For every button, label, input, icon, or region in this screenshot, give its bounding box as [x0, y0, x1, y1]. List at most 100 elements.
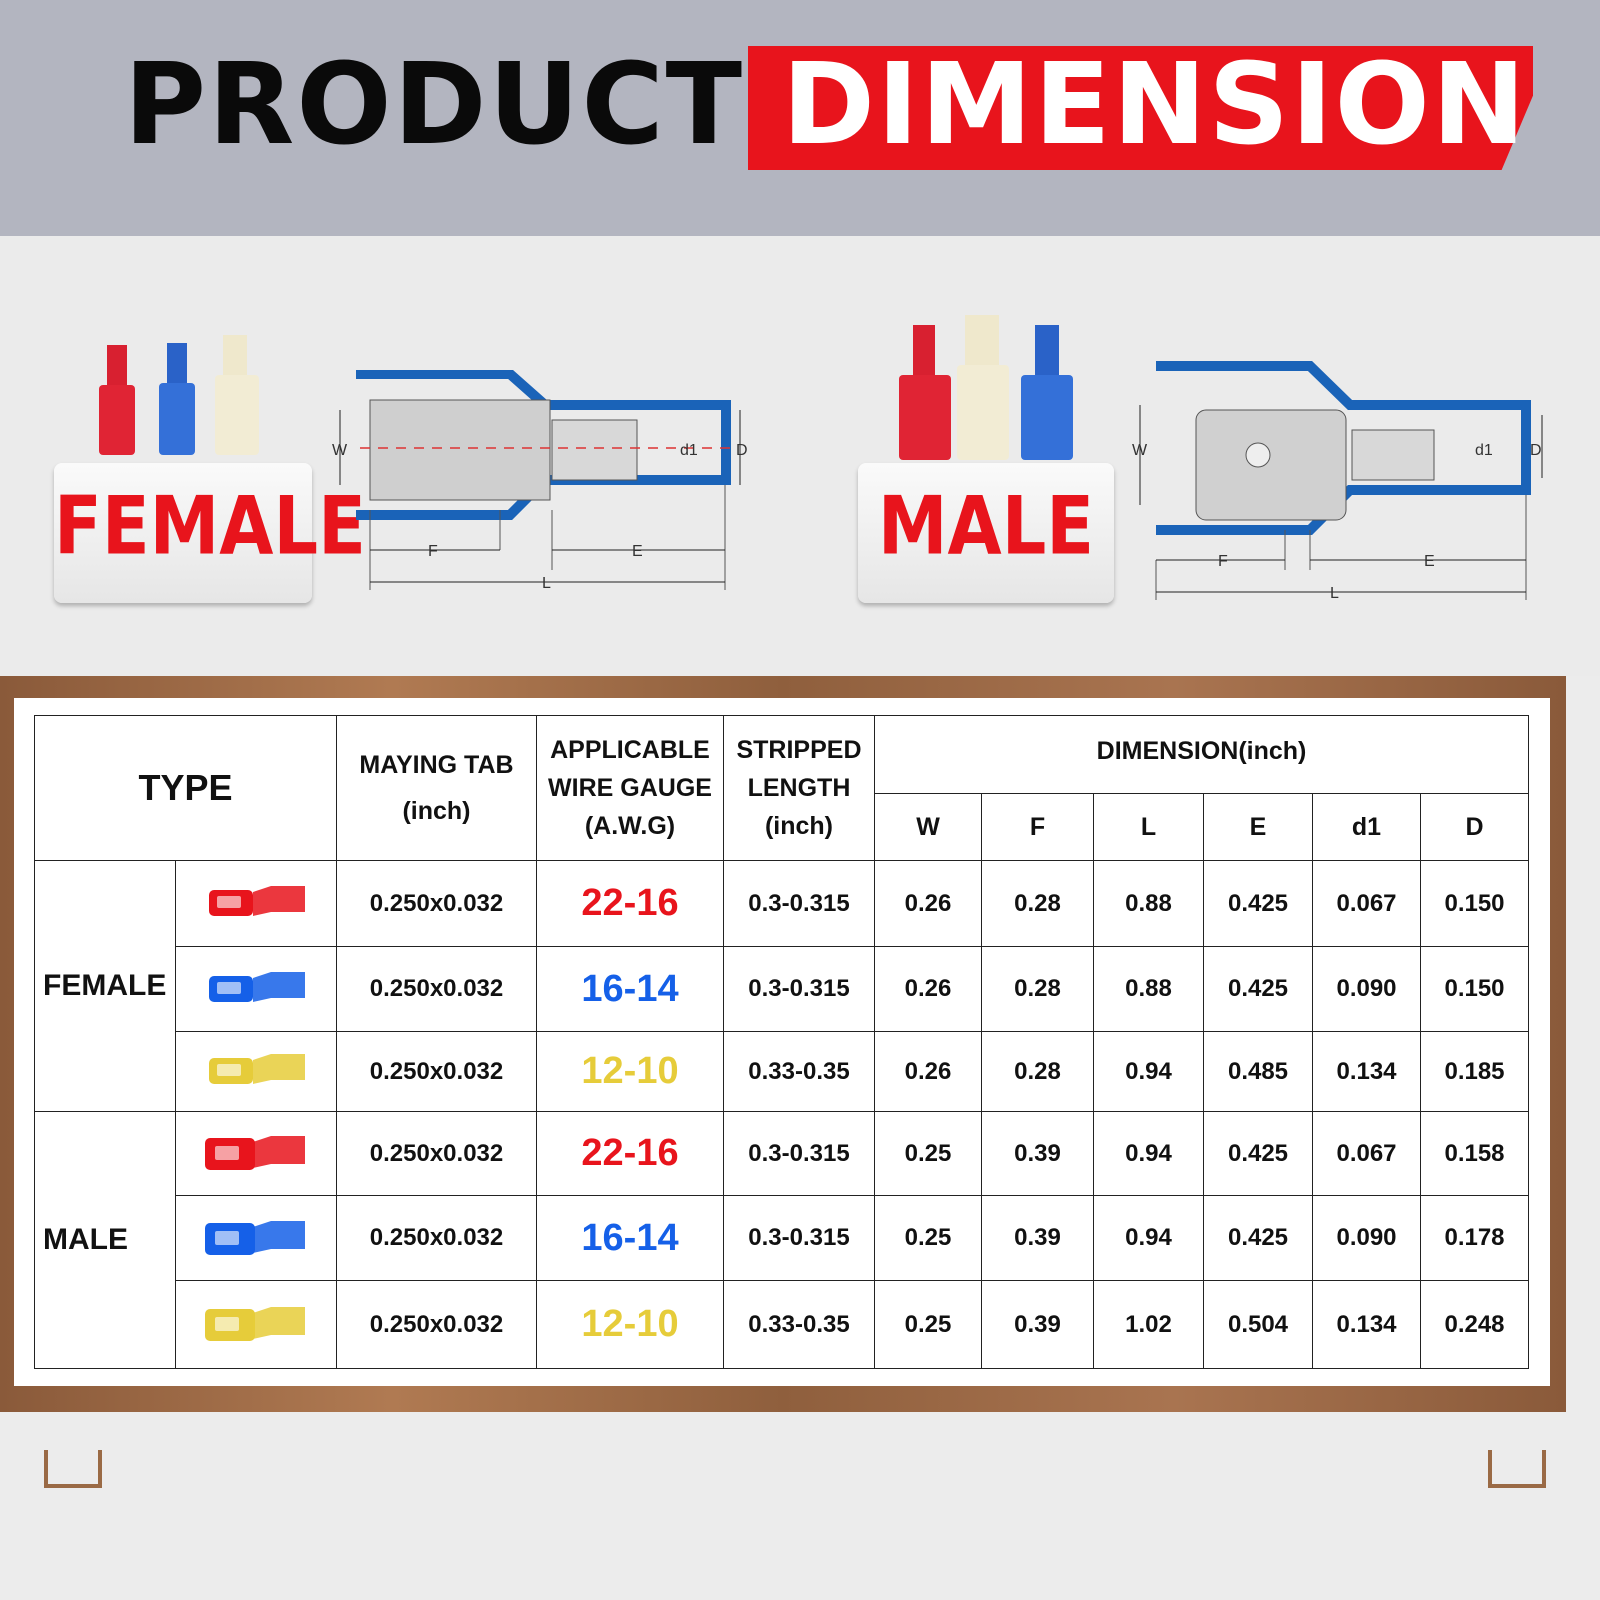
blue-female-connector-icon — [209, 971, 305, 1002]
wire-gauge: 16-14 — [536, 1195, 724, 1281]
dim-l: 0.94 — [1093, 1111, 1204, 1196]
dim-w: 0.26 — [874, 946, 982, 1032]
blue-connector-icon — [1021, 325, 1073, 460]
header-dim-f: F — [981, 793, 1094, 861]
connector-image-cell — [175, 1280, 337, 1369]
table-row: 0.250x0.032 12-10 0.33-0.35 0.25 0.39 1.02 0.5… — [35, 1280, 1529, 1369]
label-e: E — [1424, 553, 1435, 570]
table-row: MALE 0.250x0.032 22-16 0.3-0.315 0.25 0.39 0.… — [34, 1111, 1529, 1369]
white-connector-icon — [957, 315, 1009, 460]
female-badge-label: FEMALE — [54, 478, 366, 574]
board-leg-left — [44, 1450, 102, 1488]
wire-gauge: 16-14 — [536, 946, 724, 1032]
dim-l: 0.88 — [1093, 860, 1204, 947]
header-dim-d1: d1 — [1312, 793, 1421, 861]
red-connector-icon — [99, 345, 135, 455]
dim-f: 0.39 — [981, 1280, 1094, 1369]
table-row: 0.250x0.032 16-14 0.3-0.315 0.25 0.39 0.94 0.4… — [35, 1195, 1529, 1281]
red-female-connector-icon — [209, 886, 305, 916]
dim-e: 0.425 — [1203, 1195, 1313, 1281]
label-l: L — [542, 575, 551, 592]
header-dim-e: E — [1203, 793, 1313, 861]
tab-size: 0.250x0.032 — [336, 1280, 537, 1369]
label-d1: d1 — [680, 442, 698, 459]
title-product: PRODUCT — [124, 40, 745, 170]
dim-f: 0.28 — [981, 1031, 1094, 1112]
connector-image-cell — [175, 1195, 337, 1281]
table-row: FEMALE 0.250x0.032 22-16 0.3-0.315 0.26 0.28… — [34, 860, 1529, 1112]
dim-f: 0.28 — [981, 946, 1094, 1032]
dim-w: 0.26 — [874, 1031, 982, 1112]
label-f: F — [1218, 553, 1228, 570]
dim-l: 1.02 — [1093, 1280, 1204, 1369]
red-connector-icon — [899, 325, 951, 460]
header-wire-gauge: APPLICABLE WIRE GAUGE (A.W.G) — [536, 715, 724, 861]
dim-e: 0.504 — [1203, 1280, 1313, 1369]
dim-e: 0.425 — [1203, 860, 1313, 947]
dimension-table: TYPE MAYING TAB (inch) APPLICABLE WIRE GAU… — [34, 715, 1529, 1369]
dim-d: 0.150 — [1420, 946, 1529, 1032]
stripped-length: 0.3-0.315 — [723, 946, 875, 1032]
dim-l: 0.94 — [1093, 1195, 1204, 1281]
connector-image-cell — [175, 946, 337, 1032]
label-w: W — [332, 442, 348, 459]
dim-w: 0.25 — [874, 1111, 982, 1196]
label-d1: d1 — [1475, 442, 1493, 459]
label-l: L — [1330, 585, 1339, 602]
male-dimension-diagram: W F E L d1 D — [1132, 361, 1543, 602]
dim-f: 0.39 — [981, 1111, 1094, 1196]
dim-d: 0.178 — [1420, 1195, 1529, 1281]
label-f: F — [428, 543, 438, 560]
wire-gauge: 22-16 — [536, 1111, 724, 1196]
dim-e: 0.485 — [1203, 1031, 1313, 1112]
header-dim-d: D — [1420, 793, 1529, 861]
red-male-connector-icon — [205, 1136, 305, 1170]
header-dim-l: L — [1093, 793, 1204, 861]
stripped-length: 0.33-0.35 — [723, 1031, 875, 1112]
female-badge: FEMALE — [54, 463, 366, 603]
tab-size: 0.250x0.032 — [336, 1031, 537, 1112]
type-group-label: MALE — [34, 1111, 176, 1369]
stripped-length: 0.33-0.35 — [723, 1280, 875, 1369]
label-d: D — [736, 442, 748, 459]
female-dimension-diagram: W F E L d1 D — [332, 370, 748, 592]
dim-f: 0.39 — [981, 1195, 1094, 1281]
dim-d1: 0.067 — [1312, 860, 1421, 947]
dim-d1: 0.134 — [1312, 1280, 1421, 1369]
blue-male-connector-icon — [205, 1220, 305, 1255]
female-connectors-image — [99, 335, 259, 455]
title-dimension: DIMENSION — [782, 40, 1528, 170]
dim-w: 0.25 — [874, 1280, 982, 1369]
wire-gauge: 12-10 — [536, 1031, 724, 1112]
connector-image-cell — [175, 1111, 337, 1196]
male-connectors-image — [899, 315, 1073, 460]
header-dim-w: W — [874, 793, 982, 861]
type-group-label: FEMALE — [34, 860, 176, 1112]
dim-f: 0.28 — [981, 860, 1094, 947]
label-w: W — [1132, 442, 1148, 459]
blue-connector-icon — [159, 343, 195, 455]
yellow-female-connector-icon — [209, 1054, 305, 1084]
header-stripped-length: STRIPPED LENGTH (inch) — [723, 715, 875, 861]
table-row: 0.250x0.032 12-10 0.33-0.35 0.26 0.28 0.94 0.4… — [35, 1031, 1529, 1112]
table-row: 0.250x0.032 16-14 0.3-0.315 0.26 0.28 0.88 0.4… — [35, 946, 1529, 1032]
title-red-box — [748, 46, 1533, 170]
dim-w: 0.26 — [874, 860, 982, 947]
dim-d: 0.158 — [1420, 1111, 1529, 1196]
tab-size: 0.250x0.032 — [336, 860, 537, 947]
dim-e: 0.425 — [1203, 946, 1313, 1032]
header-dimension: DIMENSION(inch) — [874, 715, 1529, 794]
header-mating-tab: MAYING TAB (inch) — [336, 715, 537, 861]
dim-d: 0.150 — [1420, 860, 1529, 947]
label-d: D — [1530, 442, 1542, 459]
tab-size: 0.250x0.032 — [336, 1111, 537, 1196]
board-leg-right — [1488, 1450, 1546, 1488]
header-type: TYPE — [34, 715, 337, 861]
connector-image-cell — [175, 860, 337, 947]
dim-d: 0.185 — [1420, 1031, 1529, 1112]
wire-gauge: 12-10 — [536, 1280, 724, 1369]
dim-w: 0.25 — [874, 1195, 982, 1281]
white-connector-icon — [215, 335, 259, 455]
tab-size: 0.250x0.032 — [336, 1195, 537, 1281]
male-badge: MALE — [858, 463, 1114, 603]
